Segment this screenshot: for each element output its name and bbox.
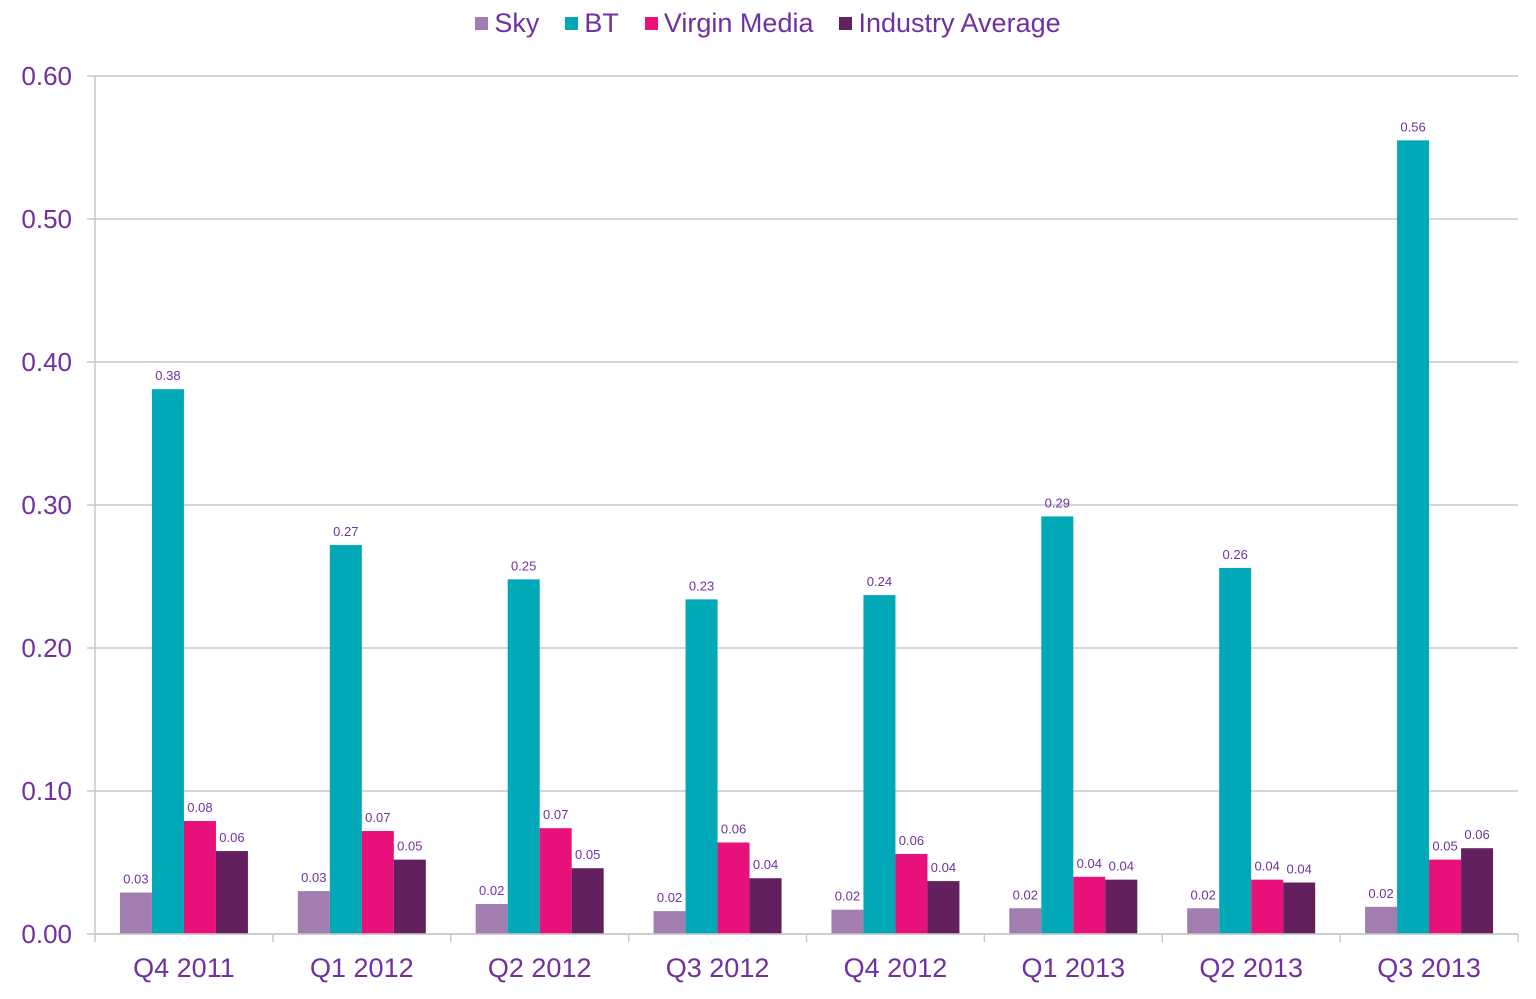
legend: Sky BT Virgin Media Industry Average: [0, 8, 1536, 39]
bar: [831, 909, 864, 934]
bar: [1461, 848, 1494, 934]
bar: [1283, 882, 1316, 934]
legend-label: Industry Average: [858, 8, 1061, 38]
data-label: 0.06: [899, 833, 924, 848]
data-label: 0.06: [1464, 827, 1489, 842]
y-tick-label: 0.50: [21, 204, 72, 234]
data-label: 0.05: [575, 847, 600, 862]
bar: [1105, 879, 1138, 934]
legend-swatch: [644, 17, 658, 30]
data-label: 0.05: [397, 839, 422, 854]
legend-item: Sky: [475, 8, 539, 39]
data-label: 0.25: [511, 558, 536, 573]
bar: [475, 903, 508, 934]
bar: [717, 842, 750, 934]
bar: [571, 868, 604, 934]
bar: [927, 881, 960, 934]
data-label: 0.02: [1368, 886, 1393, 901]
bar: [183, 821, 216, 934]
x-tick-label: Q1 2013: [1022, 953, 1126, 983]
bar: [1009, 908, 1042, 934]
legend-swatch: [475, 17, 489, 30]
data-label: 0.04: [753, 857, 778, 872]
y-tick-label: 0.10: [21, 776, 72, 806]
bar: [215, 851, 248, 934]
data-label: 0.04: [1109, 859, 1134, 874]
data-label: 0.02: [835, 889, 860, 904]
bar: [393, 859, 426, 934]
legend-label: BT: [584, 8, 619, 38]
data-label: 0.06: [721, 821, 746, 836]
bar: [329, 545, 362, 934]
legend-item: BT: [565, 8, 619, 39]
data-label: 0.26: [1223, 547, 1248, 562]
legend-label: Sky: [494, 8, 540, 38]
bar: [119, 892, 152, 934]
bar: [361, 831, 394, 934]
legend-label: Virgin Media: [663, 8, 814, 38]
y-tick-label: 0.30: [21, 490, 72, 520]
legend-item: Virgin Media: [644, 8, 814, 39]
x-tick-label: Q4 2011: [133, 953, 235, 983]
x-tick-label: Q4 2012: [844, 953, 948, 983]
data-label: 0.29: [1045, 495, 1070, 510]
data-label: 0.04: [1077, 856, 1102, 871]
bar: [507, 579, 540, 934]
data-label: 0.08: [187, 800, 212, 815]
data-label: 0.07: [543, 807, 568, 822]
data-label: 0.38: [155, 368, 180, 383]
bar: [1397, 140, 1430, 935]
legend-swatch: [565, 17, 579, 30]
data-label: 0.27: [333, 524, 358, 539]
data-label: 0.23: [689, 578, 714, 593]
x-tick-label: Q3 2012: [666, 953, 770, 983]
bar: [1365, 906, 1398, 934]
x-tick-label: Q2 2013: [1199, 953, 1303, 983]
data-label: 0.24: [867, 574, 892, 589]
data-label: 0.03: [301, 870, 326, 885]
x-tick-label: Q1 2012: [310, 953, 414, 983]
data-label: 0.56: [1400, 119, 1425, 134]
legend-item: Industry Average: [839, 8, 1061, 39]
bar: [685, 599, 718, 934]
data-label: 0.02: [657, 890, 682, 905]
data-label: 0.04: [1255, 859, 1280, 874]
data-label: 0.05: [1432, 839, 1457, 854]
bar: [1041, 516, 1074, 934]
data-label: 0.04: [931, 860, 956, 875]
bar: [895, 853, 928, 934]
bar: [539, 828, 572, 934]
x-tick-label: Q2 2012: [488, 953, 592, 983]
data-label: 0.03: [123, 872, 148, 887]
y-tick-label: 0.60: [21, 61, 72, 91]
bar: [1429, 859, 1462, 934]
data-label: 0.06: [219, 830, 244, 845]
bar: [863, 595, 896, 934]
data-label: 0.02: [1191, 887, 1216, 902]
bar: [1219, 567, 1252, 934]
bar: [749, 878, 782, 934]
x-tick-label: Q3 2013: [1377, 953, 1481, 983]
y-tick-label: 0.40: [21, 347, 72, 377]
bar: [1187, 908, 1220, 934]
data-label: 0.07: [365, 810, 390, 825]
data-label: 0.04: [1287, 862, 1312, 877]
bar: [653, 911, 686, 934]
bar: [297, 891, 330, 934]
data-label: 0.02: [1013, 887, 1038, 902]
data-label: 0.02: [479, 883, 504, 898]
legend-swatch: [839, 17, 853, 30]
y-tick-label: 0.00: [21, 919, 72, 949]
y-tick-label: 0.20: [21, 633, 72, 663]
bar: [1251, 879, 1284, 934]
bar: [151, 389, 184, 934]
bar: [1073, 876, 1106, 934]
